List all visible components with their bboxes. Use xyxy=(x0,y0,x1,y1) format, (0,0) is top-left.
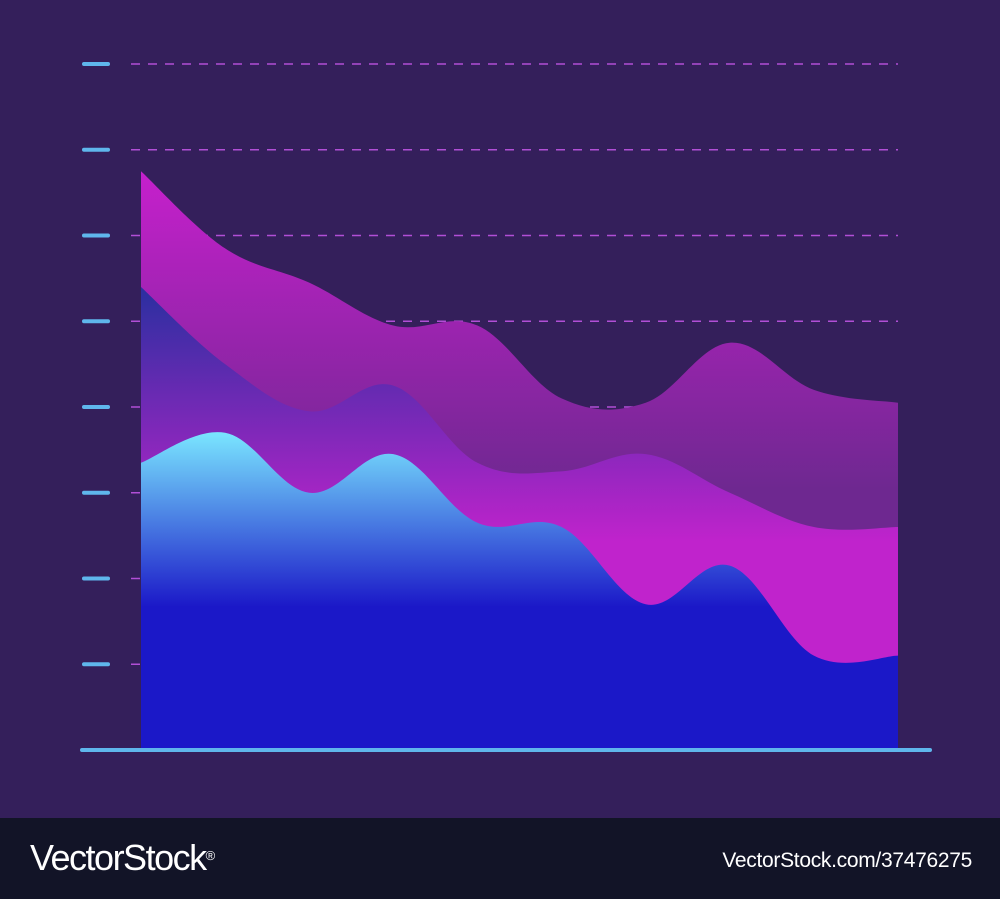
footer-bar: VectorStock® VectorStock.com/37476275 xyxy=(0,818,1000,899)
brand-logo: VectorStock® xyxy=(30,836,215,880)
chart-area xyxy=(80,62,932,752)
image-id: VectorStock.com/37476275 xyxy=(722,849,972,872)
registered-mark: ® xyxy=(205,848,216,863)
brand-name: VectorStock xyxy=(30,837,207,878)
area-series-3 xyxy=(141,432,898,750)
area-chart xyxy=(80,62,932,752)
tick-layer xyxy=(82,62,110,667)
area-layer xyxy=(141,171,898,750)
